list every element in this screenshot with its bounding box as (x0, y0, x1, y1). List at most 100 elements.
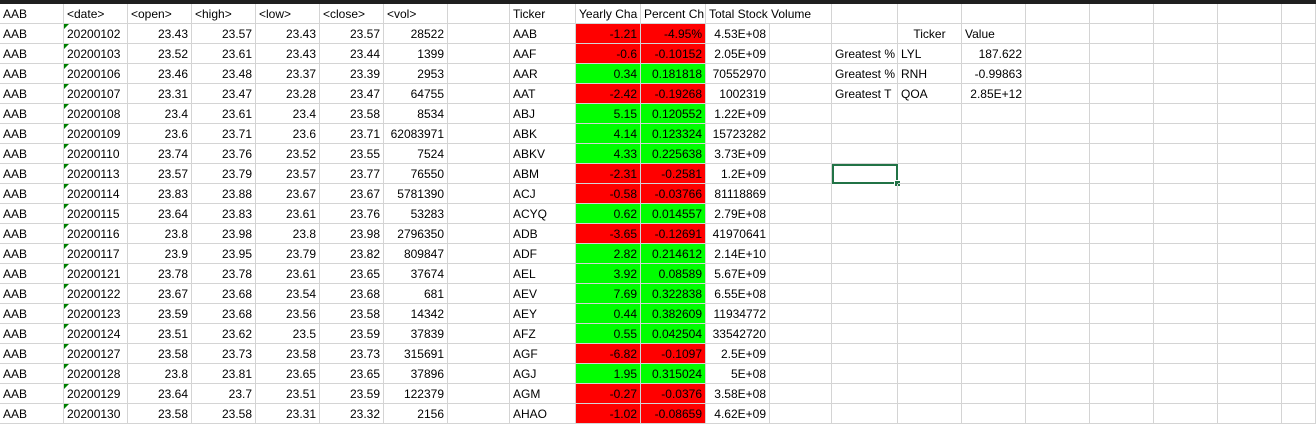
yearly-change-cell[interactable]: -2.42 (576, 84, 641, 104)
empty-cell[interactable] (832, 4, 898, 24)
ticker-cell[interactable]: AAB (0, 64, 64, 84)
header-close[interactable]: <close> (320, 4, 384, 24)
empty-cell[interactable] (1218, 244, 1282, 264)
percent-change-cell[interactable]: -0.19268 (641, 84, 706, 104)
low-cell[interactable]: 23.43 (256, 24, 320, 44)
empty-cell[interactable] (962, 184, 1026, 204)
empty-cell[interactable] (962, 384, 1026, 404)
empty-cell[interactable] (1090, 164, 1154, 184)
empty-cell[interactable] (770, 264, 832, 284)
greatest-label-cell[interactable]: Greatest % (832, 44, 898, 64)
empty-cell[interactable] (1218, 384, 1282, 404)
empty-cell[interactable] (898, 324, 962, 344)
percent-change-cell[interactable]: -0.03766 (641, 184, 706, 204)
summary-ticker-cell[interactable]: AAB (510, 24, 576, 44)
high-cell[interactable]: 23.68 (192, 284, 256, 304)
empty-cell[interactable] (1090, 264, 1154, 284)
empty-cell[interactable] (1090, 404, 1154, 424)
ticker-cell[interactable]: AAB (0, 184, 64, 204)
empty-cell[interactable] (1282, 204, 1316, 224)
total-volume-cell[interactable]: 15723282 (706, 124, 770, 144)
empty-cell[interactable] (770, 364, 832, 384)
empty-cell[interactable] (1218, 344, 1282, 364)
empty-cell[interactable] (770, 284, 832, 304)
low-cell[interactable]: 23.79 (256, 244, 320, 264)
ticker-cell[interactable]: AAB (0, 324, 64, 344)
empty-cell[interactable] (962, 244, 1026, 264)
yearly-change-cell[interactable]: -0.27 (576, 384, 641, 404)
empty-cell[interactable] (448, 64, 510, 84)
empty-cell[interactable] (1154, 344, 1218, 364)
empty-cell[interactable] (448, 304, 510, 324)
empty-cell[interactable] (1218, 364, 1282, 384)
empty-cell[interactable] (1090, 184, 1154, 204)
header-percent-change[interactable]: Percent Ch (641, 4, 706, 24)
open-cell[interactable]: 23.51 (128, 324, 192, 344)
empty-cell[interactable] (448, 384, 510, 404)
empty-cell[interactable] (1026, 64, 1090, 84)
ticker-cell[interactable]: AAB (0, 24, 64, 44)
high-cell[interactable]: 23.78 (192, 264, 256, 284)
empty-cell[interactable] (1154, 284, 1218, 304)
header-ticker[interactable]: Ticker (510, 4, 576, 24)
empty-cell[interactable] (448, 264, 510, 284)
summary-ticker-cell[interactable]: ACJ (510, 184, 576, 204)
empty-cell[interactable] (1218, 184, 1282, 204)
date-cell[interactable]: 20200122 (64, 284, 128, 304)
empty-cell[interactable] (898, 264, 962, 284)
date-cell[interactable]: 20200115 (64, 204, 128, 224)
empty-cell[interactable] (1090, 364, 1154, 384)
low-cell[interactable]: 23.61 (256, 204, 320, 224)
summary-ticker-cell[interactable]: ABJ (510, 104, 576, 124)
open-cell[interactable]: 23.43 (128, 24, 192, 44)
ticker-cell[interactable]: AAB (0, 244, 64, 264)
empty-cell[interactable] (1026, 304, 1090, 324)
percent-change-cell[interactable]: -0.1097 (641, 344, 706, 364)
empty-cell[interactable] (1090, 44, 1154, 64)
total-volume-cell[interactable]: 1002319 (706, 84, 770, 104)
vol-cell[interactable]: 122379 (384, 384, 448, 404)
empty-cell[interactable] (1090, 24, 1154, 44)
close-cell[interactable]: 23.59 (320, 384, 384, 404)
empty-cell[interactable] (1282, 404, 1316, 424)
close-cell[interactable]: 23.55 (320, 144, 384, 164)
vol-cell[interactable]: 2796350 (384, 224, 448, 244)
ticker-cell[interactable]: AAB (0, 264, 64, 284)
summary-ticker-cell[interactable]: ABK (510, 124, 576, 144)
greatest-header-value[interactable]: Value (962, 24, 1026, 44)
empty-cell[interactable] (1154, 324, 1218, 344)
low-cell[interactable]: 23.67 (256, 184, 320, 204)
empty-cell[interactable] (962, 204, 1026, 224)
empty-cell[interactable] (1282, 244, 1316, 264)
high-cell[interactable]: 23.83 (192, 204, 256, 224)
percent-change-cell[interactable]: 0.322838 (641, 284, 706, 304)
vol-cell[interactable]: 8534 (384, 104, 448, 124)
empty-cell[interactable] (832, 324, 898, 344)
empty-cell[interactable] (1026, 404, 1090, 424)
empty-cell[interactable] (1154, 104, 1218, 124)
empty-cell[interactable] (832, 364, 898, 384)
empty-cell[interactable] (832, 344, 898, 364)
empty-cell[interactable] (832, 244, 898, 264)
empty-cell[interactable] (832, 204, 898, 224)
yearly-change-cell[interactable]: 0.62 (576, 204, 641, 224)
close-cell[interactable]: 23.58 (320, 304, 384, 324)
empty-cell[interactable] (1218, 204, 1282, 224)
empty-cell[interactable] (448, 244, 510, 264)
yearly-change-cell[interactable]: -1.21 (576, 24, 641, 44)
low-cell[interactable]: 23.37 (256, 64, 320, 84)
empty-cell[interactable] (448, 164, 510, 184)
empty-cell[interactable] (1218, 144, 1282, 164)
close-cell[interactable]: 23.65 (320, 264, 384, 284)
empty-cell[interactable] (1026, 264, 1090, 284)
open-cell[interactable]: 23.31 (128, 84, 192, 104)
empty-cell[interactable] (1218, 284, 1282, 304)
open-cell[interactable]: 23.4 (128, 104, 192, 124)
selected-cell[interactable] (832, 164, 898, 184)
empty-cell[interactable] (962, 284, 1026, 304)
ticker-cell[interactable]: AAB (0, 204, 64, 224)
empty-cell[interactable] (1090, 304, 1154, 324)
close-cell[interactable]: 23.39 (320, 64, 384, 84)
vol-cell[interactable]: 37839 (384, 324, 448, 344)
empty-cell[interactable] (770, 384, 832, 404)
